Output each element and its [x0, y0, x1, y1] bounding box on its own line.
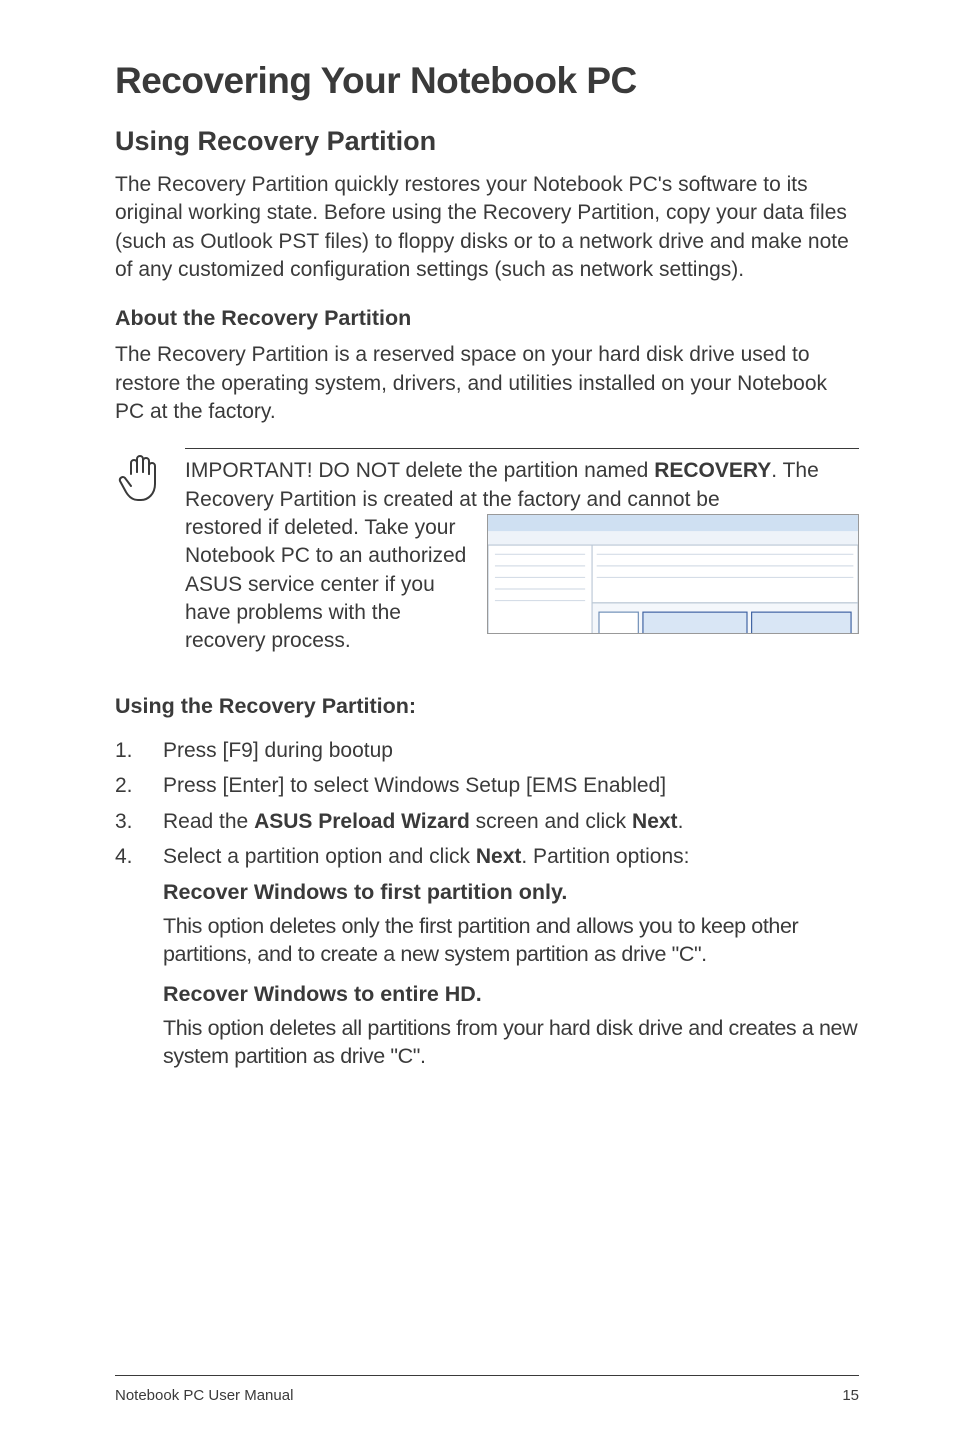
step-1: 1. Press [F9] during bootup — [115, 735, 859, 768]
important-recovery-word: RECOVERY — [654, 459, 771, 482]
hand-stop-icon — [115, 450, 163, 506]
step-text-mid: screen and click — [470, 810, 632, 833]
step-text-pre: Read the — [163, 810, 254, 833]
footer-page-number: 15 — [842, 1387, 859, 1404]
option1-heading: Recover Windows to first partition only. — [163, 880, 859, 905]
important-content: IMPORTANT! DO NOT delete the partition n… — [185, 448, 859, 655]
steps-list: 1. Press [F9] during bootup 2. Press [En… — [115, 735, 859, 874]
step-text-post: . Partition options: — [521, 845, 689, 868]
important-line1: IMPORTANT! DO NOT delete the partition n… — [185, 457, 859, 514]
step-text: Press [Enter] to select Windows Setup [E… — [163, 770, 859, 803]
step-text-post: . — [678, 810, 684, 833]
option2-heading: Recover Windows to entire HD. — [163, 982, 859, 1007]
section1-body: The Recovery Partition quickly restores … — [115, 171, 859, 284]
section-heading-using-recovery: Using Recovery Partition — [115, 126, 859, 157]
important-line2: restored if deleted. Take your Notebook … — [185, 514, 475, 656]
footer-divider — [115, 1375, 859, 1376]
important-icon-wrap — [115, 448, 185, 506]
step-text-bold1: Next — [476, 845, 522, 868]
step-4: 4. Select a partition option and click N… — [115, 841, 859, 874]
step-text: Read the ASUS Preload Wizard screen and … — [163, 806, 859, 839]
step-text-bold1: ASUS Preload Wizard — [254, 810, 470, 833]
step-text-bold2: Next — [632, 810, 678, 833]
about-heading: About the Recovery Partition — [115, 306, 859, 331]
option1-text: This option deletes only the first parti… — [163, 913, 859, 968]
about-body: The Recovery Partition is a reserved spa… — [115, 341, 859, 426]
step-3: 3. Read the ASUS Preload Wizard screen a… — [115, 806, 859, 839]
disk-management-screenshot — [487, 514, 859, 634]
step-2: 2. Press [Enter] to select Windows Setup… — [115, 770, 859, 803]
step-num: 1. — [115, 735, 163, 768]
footer-left: Notebook PC User Manual — [115, 1387, 293, 1404]
step-num: 3. — [115, 806, 163, 839]
step-num: 4. — [115, 841, 163, 874]
important-block: IMPORTANT! DO NOT delete the partition n… — [115, 448, 859, 655]
important-line1-pre: IMPORTANT! DO NOT delete the partition n… — [185, 459, 654, 482]
step-text: Select a partition option and click Next… — [163, 841, 859, 874]
important-row: restored if deleted. Take your Notebook … — [185, 514, 859, 656]
page-title: Recovering Your Notebook PC — [115, 60, 859, 102]
using-heading: Using the Recovery Partition: — [115, 694, 859, 719]
step-text: Press [F9] during bootup — [163, 735, 859, 768]
step-text-pre: Select a partition option and click — [163, 845, 476, 868]
option2-text: This option deletes all partitions from … — [163, 1015, 859, 1070]
step-num: 2. — [115, 770, 163, 803]
